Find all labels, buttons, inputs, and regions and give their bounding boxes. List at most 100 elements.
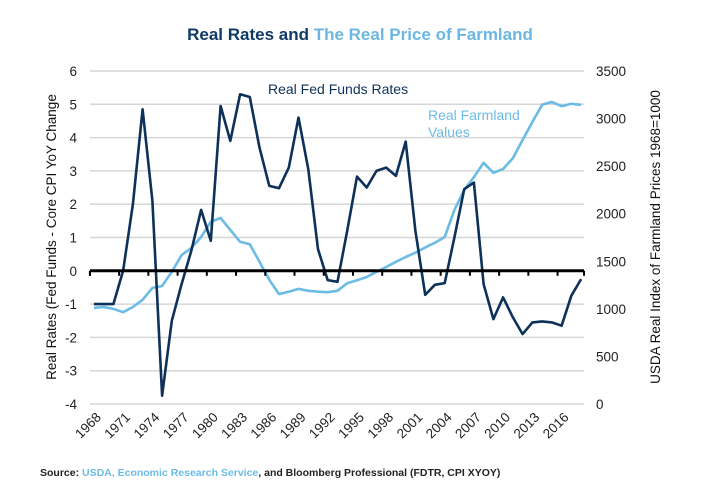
fed-funds-point	[258, 146, 260, 148]
fed-funds-point	[336, 281, 338, 283]
fed-funds-point	[229, 140, 231, 142]
source-suffix: , and Bloomberg Professional (FDTR, CPI …	[258, 467, 500, 479]
fed-funds-point	[151, 200, 153, 202]
farmland-point	[502, 168, 504, 170]
right-tick-label: 1000	[596, 302, 626, 317]
farmland-point	[434, 242, 436, 244]
farmland-point	[249, 243, 251, 245]
fed-funds-point	[502, 296, 504, 298]
right-tick-label: 1500	[596, 254, 626, 269]
x-tick-label: 1980	[189, 410, 221, 442]
source-prefix: Source:	[40, 467, 82, 479]
fed-funds-point	[424, 294, 426, 296]
fed-funds-point	[132, 203, 134, 205]
annotation-real-farmland-line2: Values	[428, 124, 470, 140]
fed-funds-point	[317, 248, 319, 250]
farmland-point	[541, 104, 543, 106]
annotation-real-farmland-line1: Real Farmland	[428, 107, 520, 123]
fed-funds-point	[356, 175, 358, 177]
fed-funds-point	[560, 325, 562, 327]
fed-funds-point	[366, 186, 368, 188]
farmland-point	[161, 285, 163, 287]
fed-funds-point	[141, 108, 143, 110]
x-tick-label: 1992	[306, 410, 338, 442]
right-axis-title: USDA Real Index of Farmland Prices 1968=…	[648, 90, 663, 384]
left-tick-label: 5	[69, 97, 77, 112]
farmland-point	[180, 254, 182, 256]
farmland-point	[473, 176, 475, 178]
fed-funds-point	[414, 230, 416, 232]
left-tick-label: -4	[65, 397, 77, 412]
fed-funds-point	[171, 320, 173, 322]
farmland-point	[288, 291, 290, 293]
farmland-point	[385, 266, 387, 268]
left-tick-label: 3	[69, 164, 77, 179]
chart-title-part1: Real Rates and	[187, 25, 314, 44]
farmland-point	[443, 236, 445, 238]
x-tick-label: 1986	[248, 410, 280, 442]
x-axis-ticks: 1968197119741977198019831986198919921995…	[72, 409, 572, 441]
left-axis-title: Real Rates (Fed Funds - Core CPI YoY Cha…	[44, 94, 59, 380]
x-tick-label: 1968	[72, 410, 104, 442]
farmland-point	[190, 247, 192, 249]
farmland-point	[375, 271, 377, 273]
farmland-point	[112, 308, 114, 310]
fed-funds-point	[122, 270, 124, 272]
farmland-point	[560, 105, 562, 107]
fed-funds-point	[404, 140, 406, 142]
farmland-point	[278, 293, 280, 295]
farmland-point	[453, 209, 455, 211]
farmland-point	[395, 261, 397, 263]
x-tick-label: 1974	[131, 409, 163, 441]
fed-funds-point	[346, 230, 348, 232]
right-tick-label: 2000	[596, 207, 626, 222]
fed-funds-point	[239, 93, 241, 95]
fed-funds-point	[268, 185, 270, 187]
left-tick-label: 4	[69, 131, 77, 146]
right-tick-label: 3000	[596, 112, 626, 127]
left-tick-label: 2	[69, 197, 77, 212]
x-tick-label: 2016	[540, 410, 572, 442]
farmland-point	[229, 229, 231, 231]
series-line-real-farmland-values	[93, 100, 582, 314]
fed-funds-point	[521, 333, 523, 335]
x-tick-label: 2004	[423, 409, 455, 441]
x-tick-label: 2001	[394, 410, 426, 442]
farmland-point	[346, 282, 348, 284]
left-tick-label: 0	[69, 264, 77, 279]
fed-funds-point	[200, 209, 202, 211]
farmland-point	[141, 299, 143, 301]
fed-funds-point	[375, 170, 377, 172]
fed-funds-point	[180, 283, 182, 285]
fed-funds-point	[531, 321, 533, 323]
annotation-real-fed-funds-rates: Real Fed Funds Rates	[268, 81, 408, 97]
right-tick-label: 2500	[596, 159, 626, 174]
x-tick-label: 2010	[481, 410, 513, 442]
left-tick-label: 6	[69, 64, 77, 79]
farmland-point	[463, 189, 465, 191]
fed-funds-point	[492, 318, 494, 320]
fed-funds-point	[93, 303, 95, 305]
farmland-point	[356, 279, 358, 281]
farmland-point	[551, 101, 553, 103]
farmland-point	[210, 221, 212, 223]
farmland-point	[327, 291, 329, 293]
fed-funds-point	[395, 175, 397, 177]
fed-funds-point	[434, 284, 436, 286]
source-link-usda[interactable]: USDA, Economic Research Service	[82, 467, 258, 479]
fed-funds-point	[219, 105, 221, 107]
x-tick-label: 1995	[335, 410, 367, 442]
farmland-point	[521, 139, 523, 141]
zero-line-group	[88, 269, 585, 276]
farmland-point	[200, 236, 202, 238]
farmland-point	[132, 306, 134, 308]
farmland-point	[336, 290, 338, 292]
left-axis-ticks: 6 5 4 3 2 1 0 -1 -2 -3 -4	[65, 64, 78, 412]
fed-funds-point	[570, 295, 572, 297]
x-tick-label: 1998	[364, 410, 396, 442]
fed-funds-point	[482, 283, 484, 285]
chart-title: Real Rates and The Real Price of Farmlan…	[187, 25, 533, 44]
chart-title-part2: The Real Price of Farmland	[314, 25, 533, 44]
farmland-point	[258, 261, 260, 263]
fed-funds-point	[190, 250, 192, 252]
